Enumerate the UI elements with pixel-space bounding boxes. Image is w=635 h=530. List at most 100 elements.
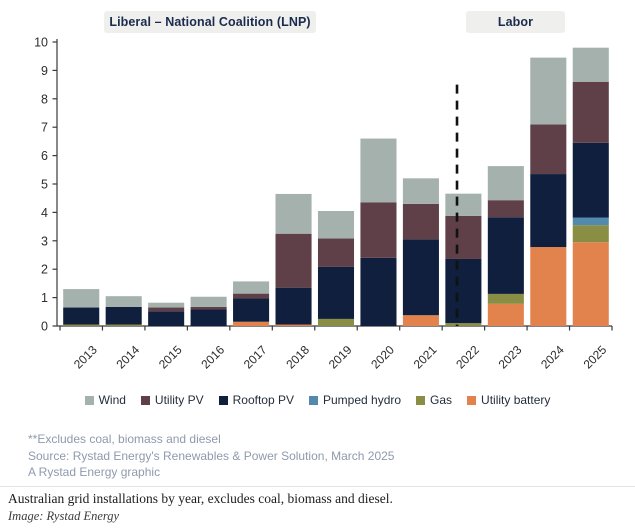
bar-segment [148,302,185,308]
legend-swatch-icon [140,395,150,405]
bar-segment [105,324,142,326]
bar-segment [572,81,609,143]
stacked-bar-chart: 0 1 2 3 4 5 6 7 8 9 10 2013 2014 2015 2016 2017 2018 2019… [34,36,613,372]
bar-segment [445,193,482,216]
image-credit: Image: Rystad Energy [8,509,120,523]
bar-segment [63,307,100,325]
legend-item: Utility PV [140,393,204,407]
footnote-graphic-credit: A Rystad Energy graphic [28,465,161,479]
legend-label: Pumped hydro [322,393,402,407]
bar-segment [317,210,355,239]
bar-segment [402,203,439,240]
x-axis-year-label: 2017 [241,343,270,372]
bar-segment [572,242,609,326]
x-axis-year-label: 2023 [496,343,525,372]
x-axis-year-label: 2025 [581,343,610,372]
legend-label: Rooftop PV [232,393,294,407]
chart-footnote: **Excludes coal, biomass and diesel Sour… [28,431,394,481]
bar-segment [275,193,312,234]
bar-segment [487,303,524,326]
y-axis-tick-label: 2 [41,263,48,277]
y-axis-tick-label: 0 [41,320,48,334]
bar-segment [190,309,227,326]
x-axis-year-label: 2015 [156,343,185,372]
bar-segment [487,166,524,201]
divider-line [0,486,635,487]
x-axis-year-label: 2022 [453,343,482,372]
bar-segment [190,296,227,307]
bar-segment [317,266,355,319]
bar-segment [487,293,524,304]
y-axis-tick-label: 8 [41,92,48,106]
bar-segment [360,257,397,326]
bar-segment [530,124,567,175]
legend-label: Utility PV [154,393,204,407]
legend-swatch-icon [308,395,318,405]
bar-segment [148,307,185,312]
era-label-labor-text: Labor [497,15,534,29]
bar-segment [572,142,609,218]
x-axis-year-label: 2020 [368,343,397,372]
bar-segment [487,217,524,294]
bar-segment [190,306,227,310]
bar-segment [233,281,270,294]
bar-segment [402,239,439,316]
bar-segment [275,287,312,325]
legend-swatch-icon [218,395,228,405]
footnote-excludes: **Excludes coal, biomass and diesel [28,432,221,446]
bar-segment [572,217,609,226]
legend-item: Rooftop PV [218,393,294,407]
legend-swatch-icon [467,395,477,405]
bar-segment [275,233,312,288]
bar-segment [572,47,609,82]
x-axis-year-label: 2014 [113,343,142,372]
bar-segment [275,324,312,326]
bar-segment [530,57,567,125]
legend-swatch-icon [84,395,94,405]
bar-segment [530,174,567,248]
y-axis-tick-label: 4 [41,206,48,220]
legend-label: Utility battery [481,393,551,407]
bar-segment [445,215,482,259]
y-axis-tick-label: 7 [41,121,48,135]
era-label-lnp-text: Liberal – National Coalition (LNP) [109,15,311,29]
bar-segment [63,289,100,308]
legend-item: Wind [84,393,126,407]
bar-segment [233,321,270,326]
era-label-lnp: Liberal – National Coalition (LNP) [104,11,316,33]
x-axis-year-label: 2016 [198,343,227,372]
bar-segment [360,202,397,258]
bar-segment [530,247,567,326]
legend-swatch-icon [416,395,426,405]
era-label-labor: Labor [466,11,565,33]
x-axis-year-label: 2021 [411,343,440,372]
x-axis-year-label: 2024 [538,343,567,372]
y-axis-tick-label: 3 [41,234,48,248]
legend-label: Wind [98,393,126,407]
bar-segment [63,324,100,326]
legend-item: Gas [416,393,452,407]
bar-segment [402,178,439,204]
bar-segment [360,138,397,203]
bar-segment [487,200,524,218]
bar-segment [445,258,482,324]
x-axis-year-label: 2018 [283,343,312,372]
bar-segment [233,298,270,322]
bar-segment [105,306,142,325]
legend-item: Pumped hydro [308,393,402,407]
bar-segment [317,238,355,267]
bar-segment [445,323,482,326]
y-axis-tick-label: 1 [41,291,48,305]
y-axis-tick-label: 9 [41,64,48,78]
x-axis-year-label: 2019 [326,343,355,372]
chart-legend: Wind Utility PV Rooftop PV Pumped hydro Gas U… [0,390,635,410]
bar-segment [148,311,185,326]
y-axis-tick-label: 6 [41,149,48,163]
legend-item: Utility battery [467,393,550,407]
bar-segment [572,225,609,243]
image-caption: Australian grid installations by year, e… [8,491,393,506]
y-axis-tick-label: 5 [41,178,48,192]
bar-segment [317,318,355,326]
x-axis-year-label: 2013 [71,343,100,372]
